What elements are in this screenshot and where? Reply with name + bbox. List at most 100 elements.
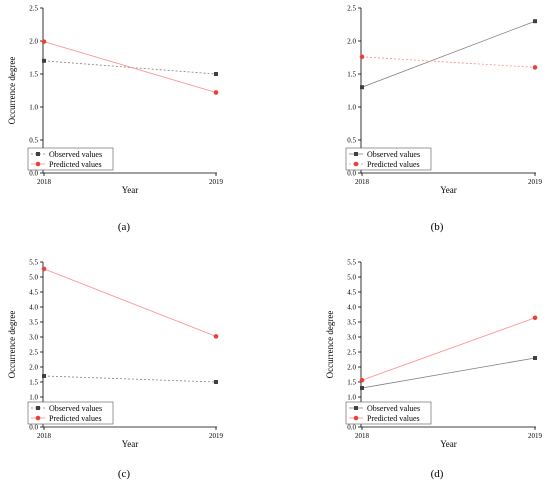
y-tick-label: 4.0: [29, 304, 38, 312]
legend-box: [345, 401, 432, 425]
legend-marker-circle: [353, 415, 359, 421]
legend-box: [27, 401, 114, 425]
y-tick-label: 3.0: [29, 334, 38, 342]
y-tick-label: 3.5: [29, 319, 38, 327]
y-tick-label: 1.5: [29, 71, 38, 79]
chart-panel-a: 0.0 0.5 1.0 1.5 2.0 2.5 2018 2019 Year Occurrence…: [7, 5, 224, 234]
y-tick-label: 2.5: [347, 349, 356, 357]
y-tick-label: 3.0: [347, 334, 356, 342]
x-tick-label: 2019: [209, 432, 224, 440]
legend-label: Predicted values: [49, 160, 102, 169]
y-tick-label: 1.0: [29, 104, 38, 112]
y-tick-label: 2.0: [347, 38, 356, 46]
legend-box: [345, 147, 432, 171]
data-point-predicted: [213, 90, 219, 95]
legend-label: Observed values: [49, 404, 102, 413]
series-line-observed: [43, 375, 217, 383]
data-point-observed: [360, 386, 364, 390]
series-line-observed: [361, 20, 536, 88]
y-tick-label: 2.0: [29, 364, 38, 372]
data-point-predicted: [532, 65, 538, 70]
chart-panel-d: 0.00.51.01.52.02.53.03.54.04.55.05.52018…: [325, 259, 543, 481]
legend-label: Observed values: [367, 150, 420, 159]
y-axis-title: Occurrence degree: [7, 311, 17, 379]
legend-label: Predicted values: [367, 414, 420, 423]
x-axis-title: Year: [440, 439, 457, 449]
legend-marker-square: [36, 406, 40, 410]
y-tick-label: 4.5: [29, 289, 38, 297]
y-tick-label: 2.5: [29, 5, 38, 13]
y-tick-label: 2.5: [29, 349, 38, 357]
legend-label: Predicted values: [49, 414, 102, 423]
legend-marker-square: [354, 152, 358, 156]
data-point-observed: [533, 19, 537, 24]
y-axis-title: Occurrence degree: [325, 311, 335, 379]
y-tick-label: 2.0: [347, 364, 356, 372]
x-tick-label: 2019: [528, 178, 543, 186]
y-tick-label: 2.0: [29, 38, 38, 46]
y-tick-label: 4.0: [347, 304, 356, 312]
y-tick-label: 0.5: [29, 137, 38, 145]
data-point-observed: [360, 85, 364, 90]
x-tick-label: 2019: [209, 178, 224, 186]
y-tick-label: 0.0: [347, 424, 356, 432]
y-tick-label: 1.0: [347, 104, 356, 112]
series-line-predicted: [43, 268, 217, 337]
series-line-predicted: [43, 41, 217, 93]
data-point-observed: [533, 356, 537, 360]
panel-label: (b): [431, 221, 444, 233]
data-point-observed: [214, 72, 218, 76]
series-line-observed: [361, 357, 536, 389]
y-tick-label: 3.5: [347, 319, 356, 327]
legend-box: [27, 147, 114, 171]
x-axis-title: Year: [440, 185, 457, 195]
data-point-observed: [42, 58, 46, 63]
y-tick-label: 0.5: [347, 137, 356, 145]
y-axis-title: Occurrence degree: [7, 57, 17, 125]
y-tick-label: 2.5: [347, 5, 356, 13]
x-axis-title: Year: [122, 439, 139, 449]
y-tick-label: 1.5: [29, 379, 38, 387]
y-tick-label: 0.0: [347, 170, 356, 178]
y-tick-label: 4.5: [347, 289, 356, 297]
legend-marker-circle: [35, 161, 41, 167]
series-line-observed: [43, 60, 217, 75]
data-point-predicted: [41, 266, 47, 272]
x-tick-label: 2018: [355, 178, 370, 186]
y-tick-label: 5.5: [29, 259, 38, 267]
y-tick-label: 0.0: [29, 424, 38, 432]
y-tick-label: 5.0: [29, 274, 38, 282]
x-tick-label: 2018: [37, 432, 52, 440]
data-point-observed: [42, 374, 46, 378]
panel-label: (d): [431, 468, 444, 480]
y-tick-label: 1.0: [347, 394, 356, 402]
series-line-predicted: [361, 317, 536, 381]
y-tick-label: 5.5: [347, 259, 356, 267]
y-tick-label: 1.0: [29, 394, 38, 402]
data-point-predicted: [359, 54, 365, 60]
data-point-predicted: [359, 377, 365, 383]
data-point-predicted: [41, 39, 47, 44]
data-point-predicted: [532, 315, 538, 321]
chart-panel-c: 0.00.51.01.52.02.53.03.54.04.55.05.52018…: [7, 259, 224, 481]
panel-label: (a): [118, 221, 131, 233]
y-tick-label: 1.5: [347, 379, 356, 387]
legend-label: Observed values: [367, 404, 420, 413]
series-line-predicted: [361, 56, 536, 68]
legend-marker-circle: [353, 161, 359, 167]
x-tick-label: 2018: [37, 178, 52, 186]
legend-marker-circle: [35, 415, 41, 421]
chart-panel-b: 0.0 0.5 1.0 1.5 2.0 2.5 2018 2019 Year Observed v…: [345, 5, 543, 233]
y-tick-label: 0.0: [29, 170, 38, 178]
x-tick-label: 2018: [355, 432, 370, 440]
legend-marker-square: [354, 406, 358, 410]
panel-label: (c): [118, 468, 131, 480]
data-point-predicted: [213, 334, 219, 339]
data-point-observed: [214, 380, 218, 384]
x-axis-title: Year: [122, 185, 139, 195]
legend-label: Predicted values: [367, 160, 420, 169]
legend-label: Observed values: [49, 150, 102, 159]
y-tick-label: 1.5: [347, 71, 356, 79]
